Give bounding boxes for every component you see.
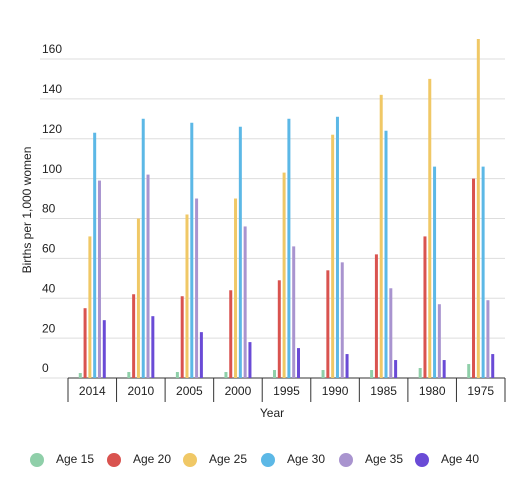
bar [248,342,252,378]
bar [472,178,476,378]
bar [423,236,427,378]
bar [418,368,422,378]
y-axis-label: Births per 1,000 women [20,147,34,274]
x-tick-label: 1995 [273,384,300,398]
y-tick-label: 0 [42,361,49,375]
bar [340,262,344,378]
legend-swatch [107,453,121,467]
bar [151,316,155,378]
bar [335,116,339,378]
bar [326,270,330,378]
y-tick-label: 140 [42,82,62,96]
legend-swatch [339,453,353,467]
bar [238,126,242,378]
bar [229,290,233,378]
x-tick-label: 2005 [176,384,203,398]
bar [180,296,184,378]
x-tick-label: 1985 [370,384,397,398]
bar [234,198,238,378]
x-axis-label: Year [260,406,284,420]
bar [93,132,97,378]
legend-label: Age 35 [365,452,403,466]
legend-label: Age 20 [133,452,171,466]
x-tick-label: 1975 [467,384,494,398]
bar [287,118,291,378]
legend-label: Age 40 [441,452,479,466]
bar [199,332,203,378]
legend-swatch [183,453,197,467]
bar [78,373,82,378]
legend-label: Age 15 [56,452,94,466]
x-tick-label: 2014 [79,384,106,398]
x-tick-label: 1980 [419,384,446,398]
x-tick-label: 2010 [127,384,154,398]
bar [394,360,398,378]
y-tick-label: 80 [42,202,56,216]
y-tick-label: 40 [42,281,56,295]
bar [428,78,432,378]
bar [437,304,441,378]
bar [374,254,378,378]
bar [467,364,471,378]
x-tick-label: 2000 [225,384,252,398]
legend-swatch [261,453,275,467]
bar [83,308,87,378]
legend-label: Age 25 [209,452,247,466]
bar [132,294,136,378]
bar [486,300,490,378]
legend-label: Age 30 [287,452,325,466]
bar [297,348,300,378]
bar [175,372,179,378]
bar [331,134,335,378]
y-tick-label: 120 [42,122,62,136]
bar [384,130,388,378]
bar [136,218,140,378]
bar [127,372,131,378]
bar [185,214,189,378]
bar [481,166,485,378]
bar [370,370,374,378]
bar [273,370,276,378]
bar [442,360,446,378]
bar [224,372,228,378]
y-tick-label: 60 [42,242,56,256]
bar [433,166,437,378]
y-tick-label: 100 [42,162,62,176]
y-tick-label: 20 [42,321,56,335]
legend-swatch [415,453,429,467]
bar [190,122,194,379]
x-tick-label: 1990 [322,384,349,398]
bar [97,180,101,378]
legend-swatch [30,453,44,467]
bar [379,94,383,378]
bar [195,198,199,378]
bar [345,354,349,378]
bar [321,370,325,378]
bar [476,39,480,378]
bar [491,354,495,378]
bar [88,236,92,378]
bar [292,246,296,378]
bar [282,172,286,378]
bar [102,320,106,378]
bar [243,226,247,378]
bar [277,280,281,378]
bar [146,174,150,378]
y-tick-label: 160 [42,42,62,56]
bar [389,288,393,378]
bar [141,118,145,378]
